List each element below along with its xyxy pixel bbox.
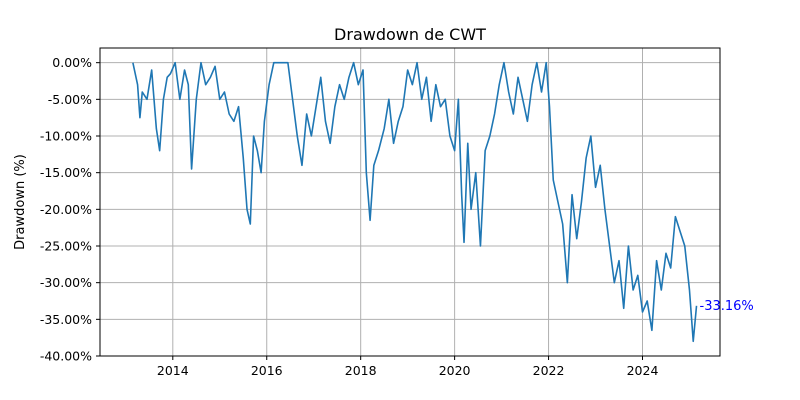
last-value-annotation: -33.16%	[700, 299, 754, 314]
chart-title: Drawdown de CWT	[334, 25, 486, 44]
y-tick-label: -15.00%	[40, 165, 92, 180]
x-tick-label: 2016	[251, 363, 283, 378]
y-tick-label: -40.00%	[40, 349, 92, 364]
y-tick-label: -25.00%	[40, 239, 92, 254]
plot-frame	[99, 47, 721, 357]
ticks: 2014 2016 2018 2020 2022 2024 0.00% -5.00% -10.0…	[40, 55, 659, 378]
annotations: -33.16%	[700, 299, 754, 314]
y-tick-label: -20.00%	[40, 202, 92, 217]
y-tick-label: -5.00%	[48, 92, 92, 107]
y-axis-label: Drawdown (%)	[13, 154, 28, 250]
x-tick-label: 2024	[627, 363, 659, 378]
y-tick-label: 0.00%	[52, 55, 92, 70]
grid-lines	[100, 48, 720, 357]
x-tick-label: 2018	[345, 363, 377, 378]
y-tick-label: -10.00%	[40, 129, 92, 144]
x-tick-label: 2014	[157, 363, 189, 378]
x-tick-label: 2022	[533, 363, 565, 378]
drawdown-series-line	[132, 61, 698, 343]
series-layer	[132, 61, 698, 343]
axes	[99, 47, 721, 357]
y-tick-label: -30.00%	[40, 275, 92, 290]
x-tick-label: 2020	[439, 363, 471, 378]
y-tick-label: -35.00%	[40, 312, 92, 327]
